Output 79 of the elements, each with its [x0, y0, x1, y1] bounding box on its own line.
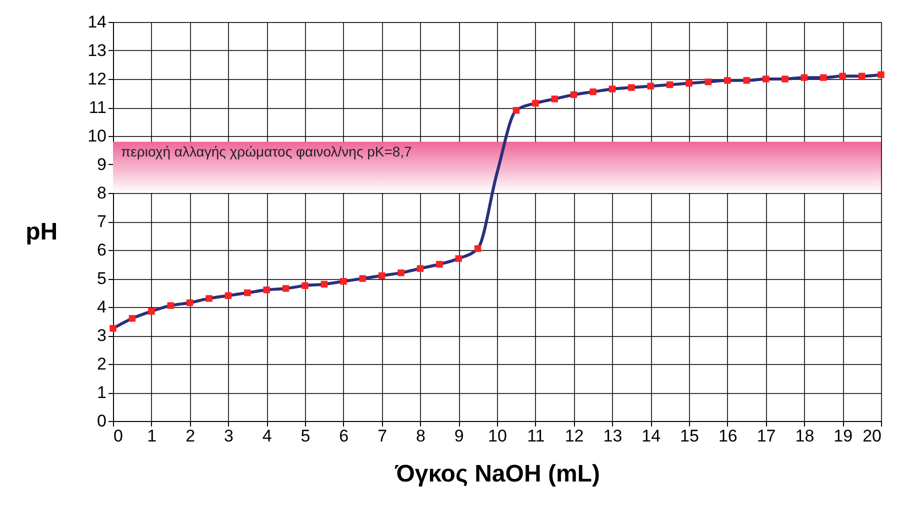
x-tick-label: 18	[795, 426, 814, 446]
x-tick-label: 8	[416, 426, 426, 446]
y-tick-label: 9	[97, 155, 106, 174]
point	[666, 81, 674, 88]
x-tick-label: 15	[680, 426, 699, 446]
point	[128, 315, 136, 322]
point	[590, 88, 596, 96]
point	[416, 265, 424, 272]
x-tick-label: 2	[186, 426, 196, 446]
y-tick-label: 10	[88, 126, 106, 146]
x-tick-label: 19	[834, 426, 853, 446]
y-tick-label: 6	[97, 240, 106, 260]
y-tick-label: 8	[97, 184, 106, 202]
x-tick-label: 7	[378, 426, 388, 446]
x-tick-label: 1	[147, 426, 157, 446]
point	[762, 76, 770, 82]
y-tick-label: 7	[97, 212, 106, 231]
point	[878, 71, 884, 78]
point	[647, 82, 654, 90]
point	[110, 325, 116, 332]
point	[532, 100, 539, 107]
point	[167, 302, 174, 309]
point	[398, 269, 404, 276]
point	[436, 260, 443, 268]
point	[800, 74, 808, 81]
point	[224, 292, 232, 299]
point	[820, 74, 827, 81]
y-tick-label: 5	[97, 269, 106, 288]
point	[724, 77, 731, 84]
point	[782, 76, 788, 82]
point	[474, 245, 482, 252]
x-tick-label: 0	[114, 426, 123, 446]
point	[455, 255, 462, 262]
point	[244, 289, 251, 296]
x-tick-label: 12	[564, 426, 584, 446]
y-tick-label: 14	[88, 12, 106, 32]
x-tick-label: 4	[262, 426, 272, 446]
y-tick-label: 1	[97, 383, 106, 402]
y-tick-label: 11	[88, 98, 106, 117]
x-tick-label: 9	[454, 426, 464, 446]
point	[206, 295, 212, 302]
point	[686, 80, 692, 87]
point	[512, 106, 520, 114]
point	[282, 285, 290, 292]
band-label: περιοχή αλλαγής χρώματος φαινολ/νης pK=8,7	[121, 144, 412, 160]
y-tick-label: 2	[97, 354, 106, 374]
x-tick-label: 6	[339, 426, 349, 446]
x-tick-label: 16	[718, 426, 738, 446]
x-tick-label: 10	[488, 426, 507, 446]
point	[551, 96, 558, 102]
point	[704, 78, 712, 86]
x-tick-label: 11	[527, 426, 545, 446]
point	[628, 84, 635, 91]
point	[570, 91, 578, 98]
point	[148, 308, 155, 315]
point	[858, 72, 866, 80]
x-tick-label: 3	[224, 426, 234, 446]
y-tick-label: 13	[88, 41, 106, 60]
point	[263, 286, 270, 294]
y-tick-label: 0	[97, 412, 106, 430]
point	[743, 77, 750, 84]
point	[608, 86, 616, 92]
y-axis-title: pH	[26, 218, 58, 246]
x-tick-label: 17	[756, 426, 776, 446]
x-tick-label: 5	[300, 426, 310, 446]
y-tick-label: 4	[97, 298, 106, 316]
point	[302, 282, 308, 289]
y-tick-label: 12	[88, 70, 106, 88]
point	[320, 280, 328, 288]
x-tick-label: 14	[642, 426, 661, 446]
point	[340, 278, 347, 285]
x-tick-label: 20	[862, 426, 882, 446]
y-tick-label: 3	[97, 326, 106, 345]
point	[378, 272, 386, 280]
x-tick-label: 13	[603, 426, 622, 446]
x-axis-title: Όγκος NaOH (mL)	[394, 460, 600, 488]
point	[359, 275, 366, 282]
point	[839, 72, 846, 80]
point	[186, 299, 194, 306]
